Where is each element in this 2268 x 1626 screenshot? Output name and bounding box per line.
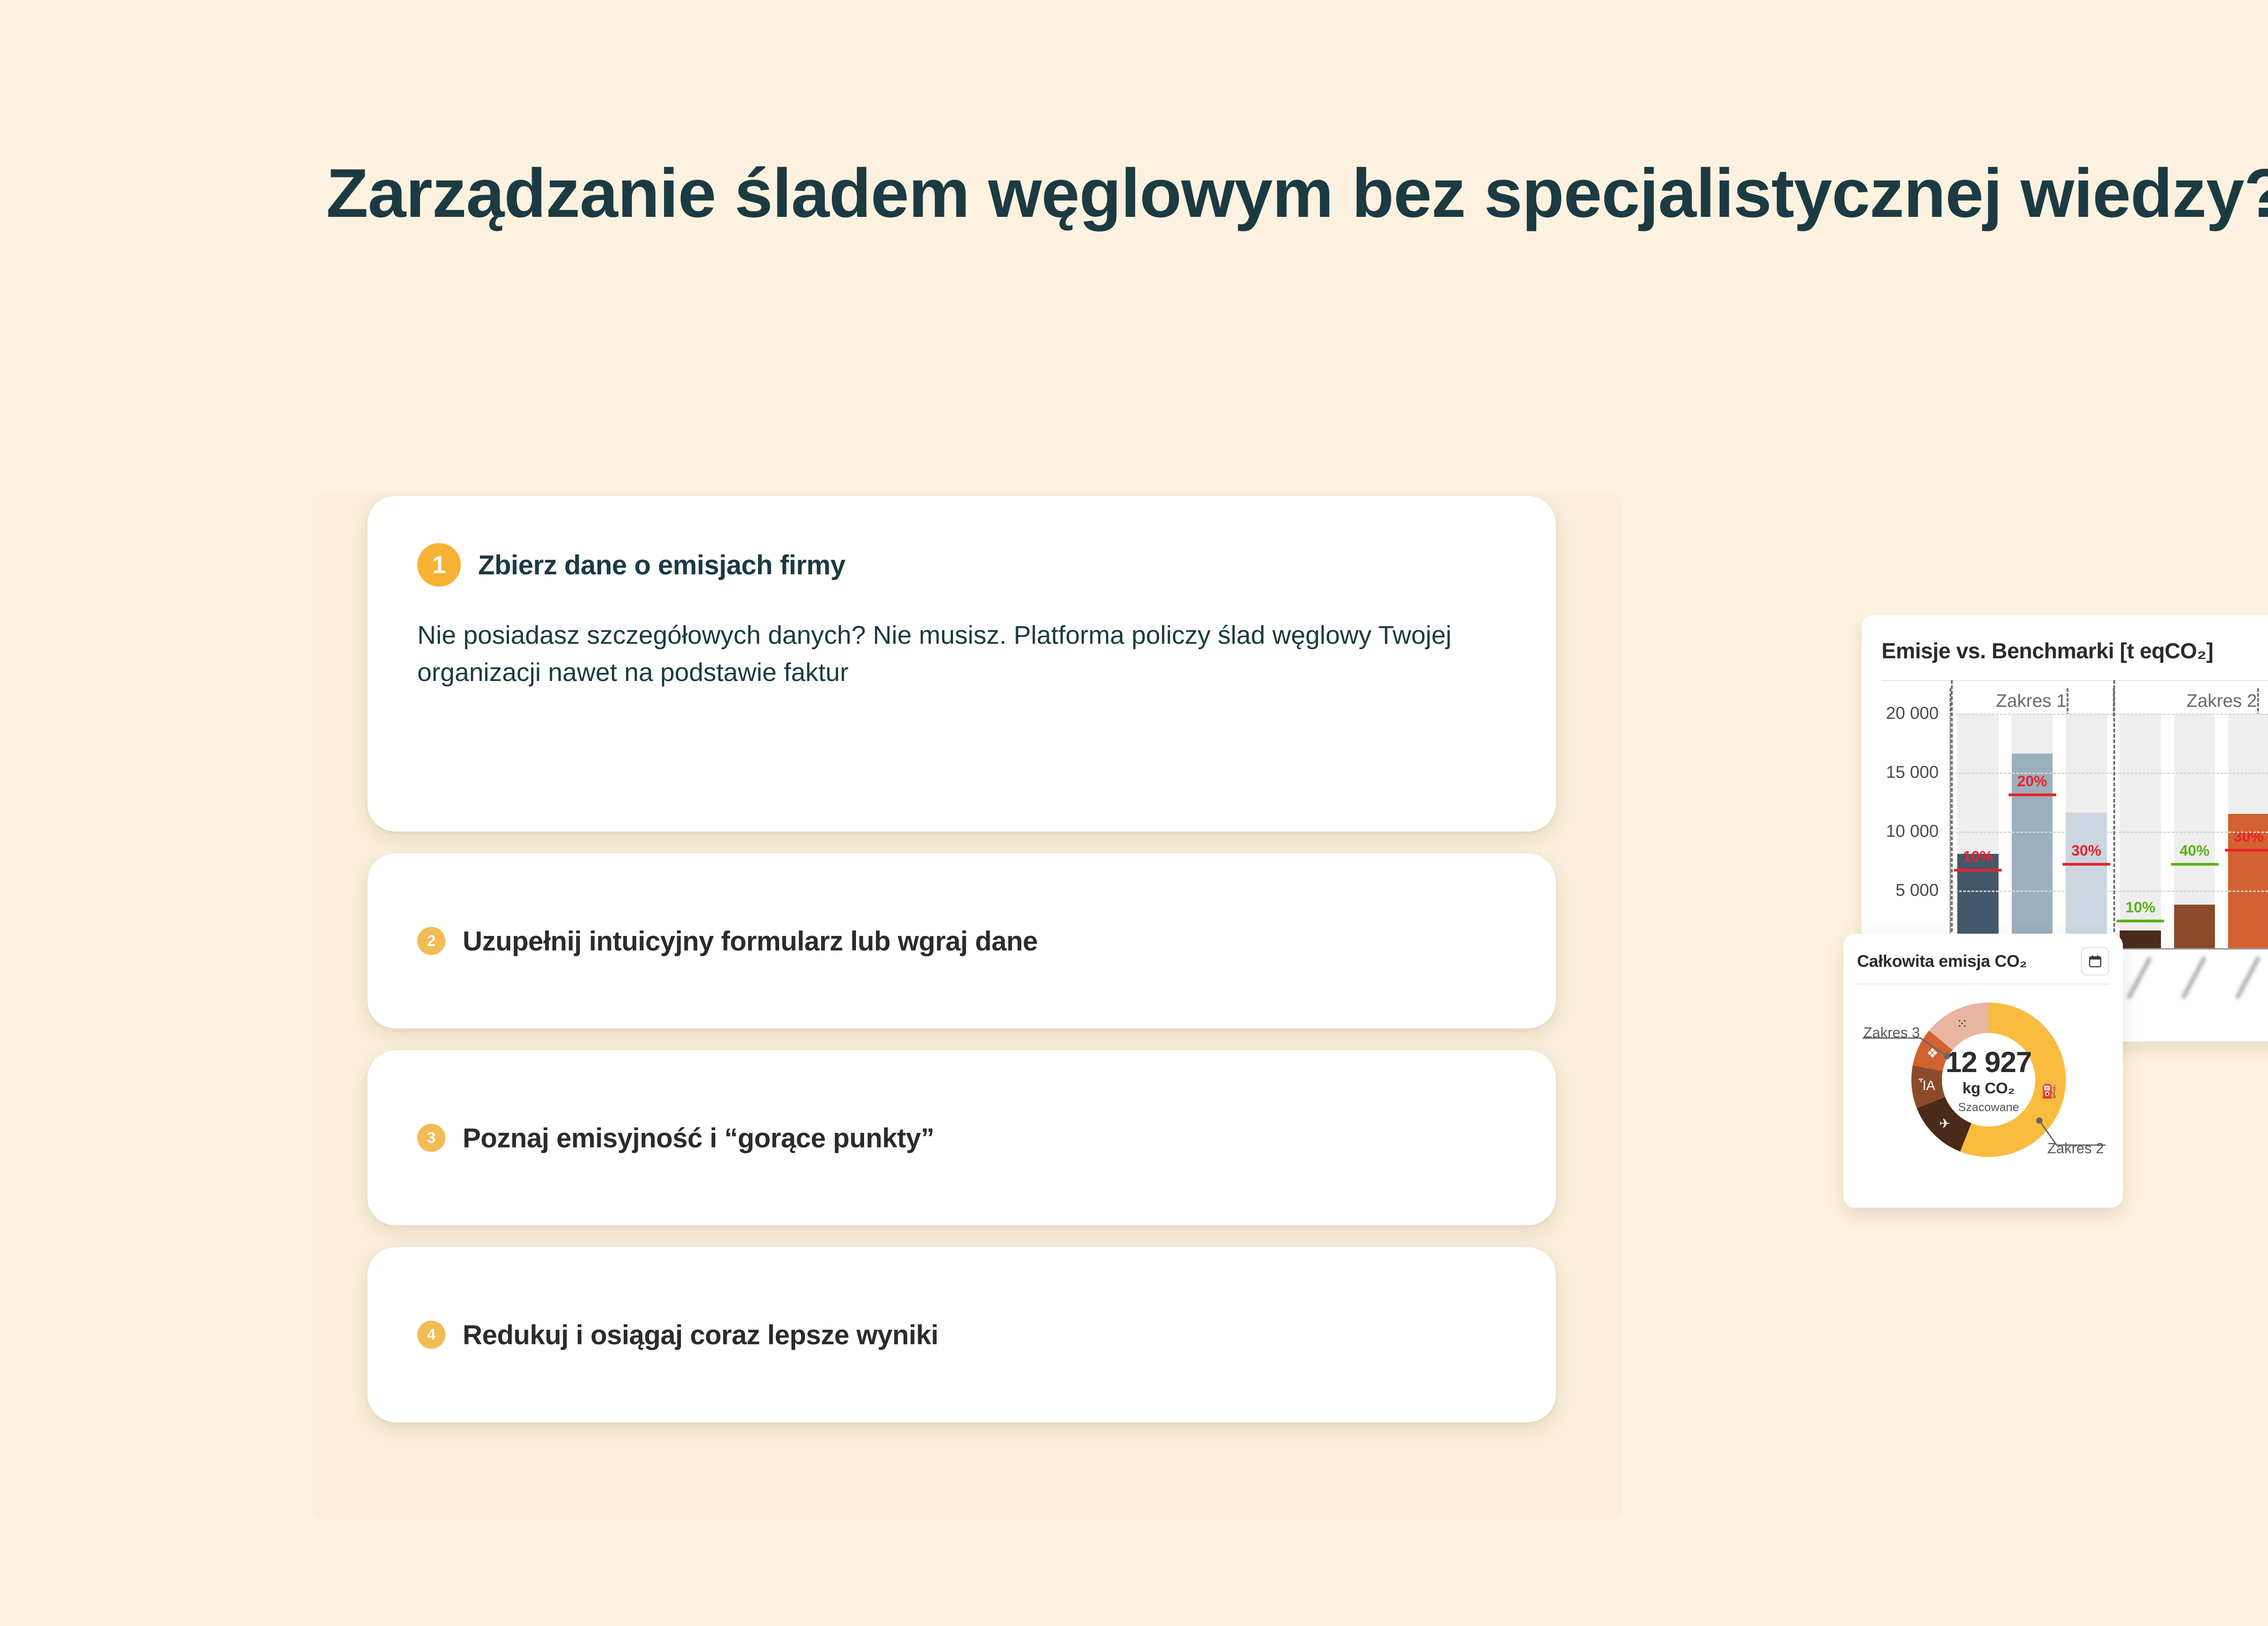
chart-grid-line bbox=[1951, 832, 2268, 833]
step-4-header: 4 Redukuj i osiągaj coraz lepsze wyniki bbox=[417, 1319, 938, 1351]
donut-header: Całkowita emisja CO₂ bbox=[1857, 947, 2109, 975]
step-card-4[interactable]: 4 Redukuj i osiągaj coraz lepsze wyniki bbox=[367, 1247, 1556, 1422]
leader-dot-scope2 bbox=[2036, 1117, 2043, 1124]
chart-divider bbox=[1882, 680, 2268, 681]
step-card-1[interactable]: 1 Zbierz dane o emisjach firmy Nie posia… bbox=[367, 496, 1556, 832]
chart-benchmark-line bbox=[1954, 869, 2002, 872]
step-3-header: 3 Poznaj emisyjność i “gorące punkty” bbox=[417, 1122, 934, 1154]
leader-line-scope3 bbox=[1862, 1037, 1947, 1057]
chart-benchmark-line bbox=[2170, 863, 2219, 866]
chart-grid-line bbox=[1951, 714, 2268, 715]
chart-x-tick bbox=[2166, 954, 2221, 1009]
donut-label-scope2: Zakres 2 bbox=[2047, 1140, 2104, 1156]
donut-segment[interactable] bbox=[1912, 1030, 1953, 1071]
chart-benchmark-label: 10% bbox=[1963, 848, 1993, 865]
leader-dot-scope3 bbox=[1944, 1053, 1950, 1059]
calendar-icon[interactable] bbox=[2081, 947, 2109, 975]
step-1-badge: 1 bbox=[417, 543, 461, 587]
step-2-title: Uzupełnij intuicyjny formularz lub wgraj… bbox=[463, 926, 1038, 956]
chart-bars: 10%20%30%10%40%30%10%10%20%30%20%20%40%1… bbox=[1951, 714, 2268, 948]
leader-line-scope2 bbox=[2038, 1120, 2106, 1146]
donut-title: Całkowita emisja CO₂ bbox=[1857, 952, 2027, 970]
chart-bar-slot[interactable]: 20% bbox=[2005, 714, 2059, 948]
chart-bar bbox=[2228, 813, 2268, 948]
chart-y-tick: 15 000 bbox=[1886, 763, 1939, 782]
chart-bar-track bbox=[2120, 714, 2161, 948]
chart-scope-divider bbox=[2113, 680, 2116, 948]
steps-list: 1 Zbierz dane o emisjach firmy Nie posia… bbox=[367, 496, 1556, 1422]
chart-title: Emisje vs. Benchmarki [t eqCO₂] bbox=[1882, 639, 2214, 663]
chart-scope-divider bbox=[1951, 680, 1953, 948]
chart-scope-label: Zakres 2 bbox=[2113, 688, 2268, 716]
step-3-badge: 3 bbox=[417, 1124, 445, 1152]
donut-segment-icon: ✈ bbox=[1939, 1117, 1950, 1131]
chart-y-tick: 5 000 bbox=[1895, 881, 1939, 900]
chart-bar-slot[interactable]: 30% bbox=[2059, 714, 2113, 948]
chart-bar bbox=[2011, 754, 2053, 948]
chart-grid-line bbox=[1951, 773, 2268, 774]
chart-y-tick: 10 000 bbox=[1886, 822, 1939, 841]
donut-segment[interactable] bbox=[1911, 1065, 1945, 1108]
benchmark-chart-card: Emisje vs. Benchmarki [t eqCO₂] Zakres 1… bbox=[1862, 615, 2268, 1042]
chart-y-tick: 20 000 bbox=[1886, 704, 1939, 723]
total-emissions-card[interactable]: Całkowita emisja CO₂ ⛽ ✈ ἾA ❖ ⁙ 12 927 kg CO… bbox=[1843, 934, 2123, 1208]
chart-benchmark-label: 20% bbox=[2017, 772, 2048, 789]
chart-benchmark-label: 30% bbox=[2071, 842, 2102, 859]
donut-segment[interactable] bbox=[1929, 1002, 1989, 1050]
step-4-title: Redukuj i osiągaj coraz lepsze wyniki bbox=[463, 1319, 938, 1350]
donut-segment[interactable] bbox=[1916, 1097, 1972, 1152]
chart-x-tick bbox=[2221, 954, 2268, 1009]
step-1-body: Nie posiadasz szczegółowych danych? Nie … bbox=[417, 621, 1452, 687]
step-card-2[interactable]: 2 Uzupełnij intuicyjny formularz lub wgr… bbox=[367, 853, 1556, 1028]
chart-benchmark-label: 30% bbox=[2234, 828, 2264, 845]
chart-bar-slot[interactable]: 10% bbox=[1951, 714, 2005, 948]
chart-benchmark-line bbox=[2008, 793, 2056, 796]
step-2-header: 2 Uzupełnij intuicyjny formularz lub wgr… bbox=[417, 926, 1038, 957]
chart-bar-slot[interactable]: 30% bbox=[2222, 714, 2268, 948]
donut-leader-lines bbox=[1862, 1037, 2106, 1146]
step-1-header: 1 Zbierz dane o emisjach firmy bbox=[417, 543, 1506, 587]
chart-bar bbox=[2120, 931, 2161, 948]
chart-grid-line bbox=[1951, 891, 2268, 892]
chart-benchmark-line bbox=[2062, 863, 2110, 866]
step-card-3[interactable]: 3 Poznaj emisyjność i “gorące punkty” bbox=[367, 1050, 1556, 1225]
chart-benchmark-line bbox=[2116, 919, 2165, 922]
chart-plot: 10%20%30%10%40%30%10%10%20%30%20%20%40%1… bbox=[1950, 680, 2268, 950]
donut-segment-icon: ⁙ bbox=[1956, 1016, 1968, 1031]
step-3-title: Poznaj emisyjność i “gorące punkty” bbox=[463, 1122, 934, 1153]
dashboard-preview: Emisje vs. Benchmarki [t eqCO₂] Zakres 1… bbox=[1843, 490, 2268, 1208]
chart-scope-label: Zakres 1 bbox=[1950, 688, 2113, 716]
step-2-badge: 2 bbox=[417, 927, 445, 955]
donut-segment-icon: ἾA bbox=[1918, 1078, 1936, 1093]
chart-bar bbox=[2174, 904, 2215, 948]
chart-benchmark-label: 10% bbox=[2125, 898, 2156, 916]
chart-benchmark-label: 40% bbox=[2180, 842, 2210, 859]
chart-benchmark-line bbox=[2224, 848, 2268, 852]
page-title: Zarządzanie śladem węglowym bez specjali… bbox=[326, 155, 2268, 232]
chart-bar-slot[interactable]: 40% bbox=[2167, 714, 2221, 948]
donut-label-scope3: Zakres 3 bbox=[1863, 1024, 1920, 1041]
chart-bar bbox=[2066, 813, 2107, 948]
donut-segment-icon: ⛽ bbox=[2041, 1084, 2058, 1099]
step-1-title: Zbierz dane o emisjach firmy bbox=[478, 549, 846, 580]
chart-bar-slot[interactable]: 10% bbox=[2113, 714, 2167, 948]
step-4-badge: 4 bbox=[417, 1321, 445, 1349]
donut-stage: ⛽ ✈ ἾA ❖ ⁙ 12 927 kg CO₂ Szacowane Zakres 3 … bbox=[1857, 984, 2109, 1189]
